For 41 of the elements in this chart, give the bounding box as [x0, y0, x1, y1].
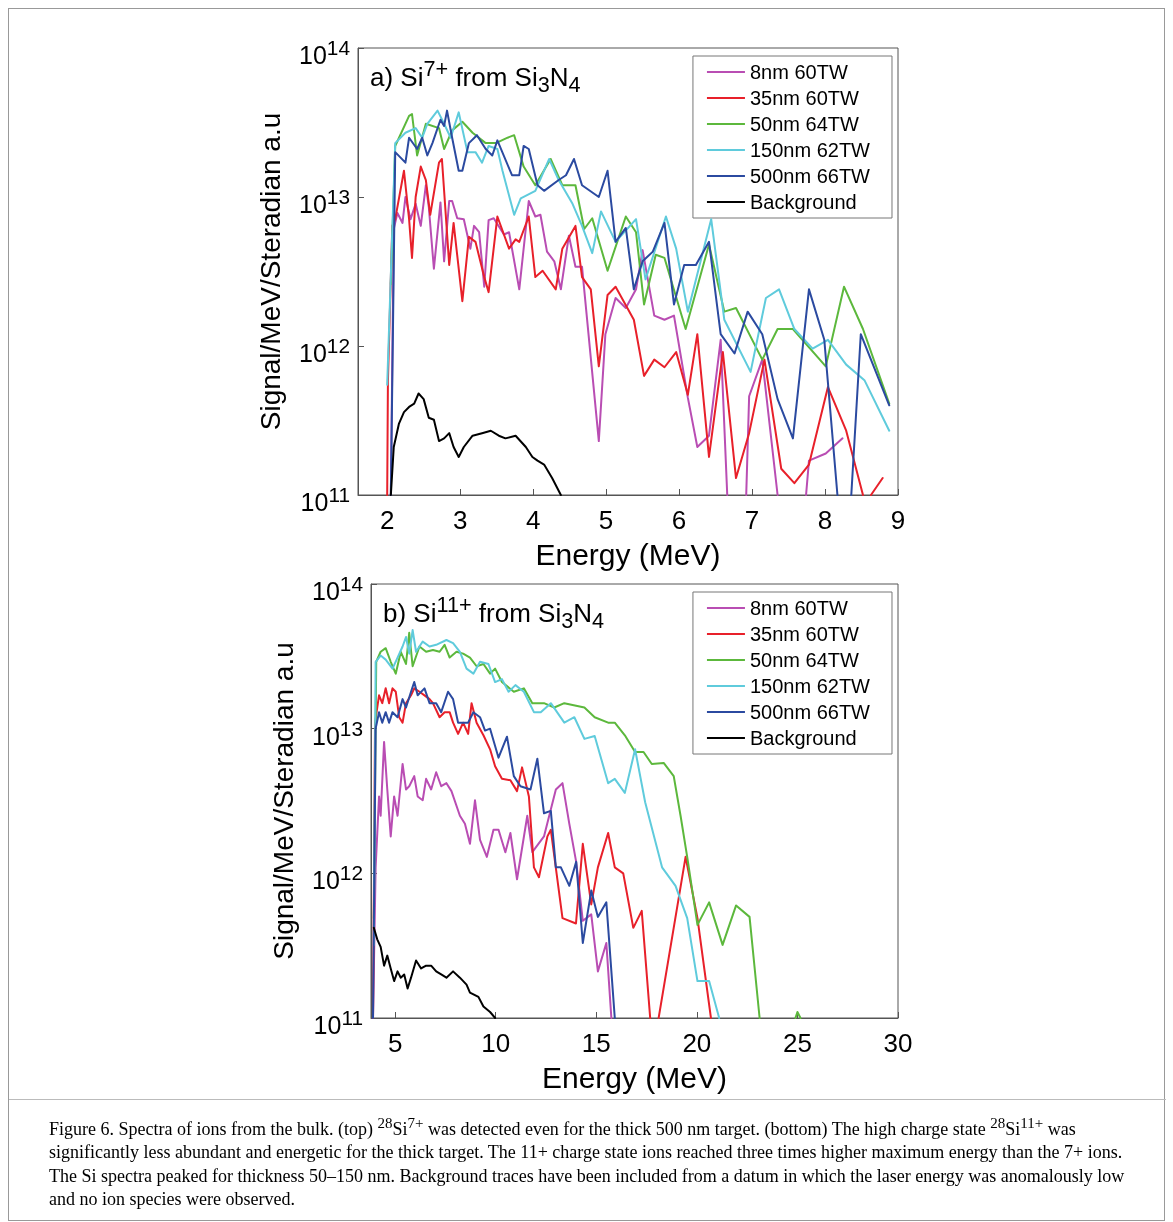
legend-label: 35nm 60TW: [749, 623, 859, 645]
legend-label: 150nm 62TW: [749, 139, 871, 161]
legend-label: 50nm 64TW: [749, 649, 859, 671]
x-tick-label: 20: [682, 1028, 712, 1058]
x-tick-label: 3: [452, 505, 468, 535]
legend-label: 150nm 62TW: [749, 675, 871, 697]
x-tick-label: 4: [525, 505, 541, 535]
text: Figure 6. Spectra of ions from the bulk. (top) $^{28}$Si$^{7+}$ was detected even for the thick 500 nm target. (bottom) The high charge state $^{28}$Si$^{11+}$ was significantly less abundant and energetic for the thick target. The 11+ charge state ions reached three times higher maximum energy than the 7+ ions. The Si spectra peaked for thickness 50–150 nm. Background traces have been included from a datum in which the laser energy was anomalously low and no ion species were observed.: [49, 1115, 1125, 1210]
text: b) Si$^{11+}$ from Si$_{3}$N$_{4}$: [383, 592, 605, 634]
y-tick-label: 10$^{14}$: [299, 35, 350, 70]
x-tick-label: 15: [581, 1028, 611, 1058]
x-axis-title: Energy (MeV): [535, 537, 721, 571]
y-tick-label: 10$^{14}$: [312, 571, 363, 606]
legend-label: Background: [749, 727, 857, 749]
y-tick-label: 10$^{13}$: [312, 715, 363, 750]
x-axis-title: Energy (MeV): [541, 1060, 728, 1094]
y-axis-title: Signal/MeV/Steradian a.u: [254, 112, 286, 431]
y-axis-title: Signal/MeV/Steradian a.u: [267, 642, 299, 960]
legend-label: 8nm 60TW: [749, 61, 848, 83]
x-tick-label: 10: [481, 1028, 511, 1058]
y-tick-label: 10$^{12}$: [299, 333, 350, 368]
x-tick-label: 5: [598, 505, 614, 535]
legend-label: Background: [749, 191, 857, 213]
legend-label: 500nm 66TW: [749, 165, 871, 187]
x-tick-label: 2: [379, 505, 395, 535]
y-tick-label: 10$^{11}$: [313, 1005, 363, 1040]
x-tick-label: 9: [890, 505, 906, 535]
legend-label: 8nm 60TW: [749, 597, 848, 619]
x-tick-label: 25: [782, 1028, 812, 1058]
y-tick-label: 10$^{12}$: [312, 860, 363, 895]
x-tick-label: 6: [671, 505, 687, 535]
x-tick-label: 5: [387, 1028, 403, 1058]
x-tick-label: 7: [744, 505, 760, 535]
legend-label: 35nm 60TW: [749, 87, 859, 109]
legend-label: 500nm 66TW: [749, 701, 871, 723]
legend-label: 50nm 64TW: [749, 113, 859, 135]
x-tick-label: 30: [883, 1028, 913, 1058]
y-tick-label: 10$^{13}$: [299, 184, 350, 219]
y-tick-label: 10$^{11}$: [300, 482, 350, 517]
text: a) Si$^{7+}$ from Si$_{3}$N$_{4}$: [370, 56, 581, 98]
x-tick-label: 8: [817, 505, 833, 535]
